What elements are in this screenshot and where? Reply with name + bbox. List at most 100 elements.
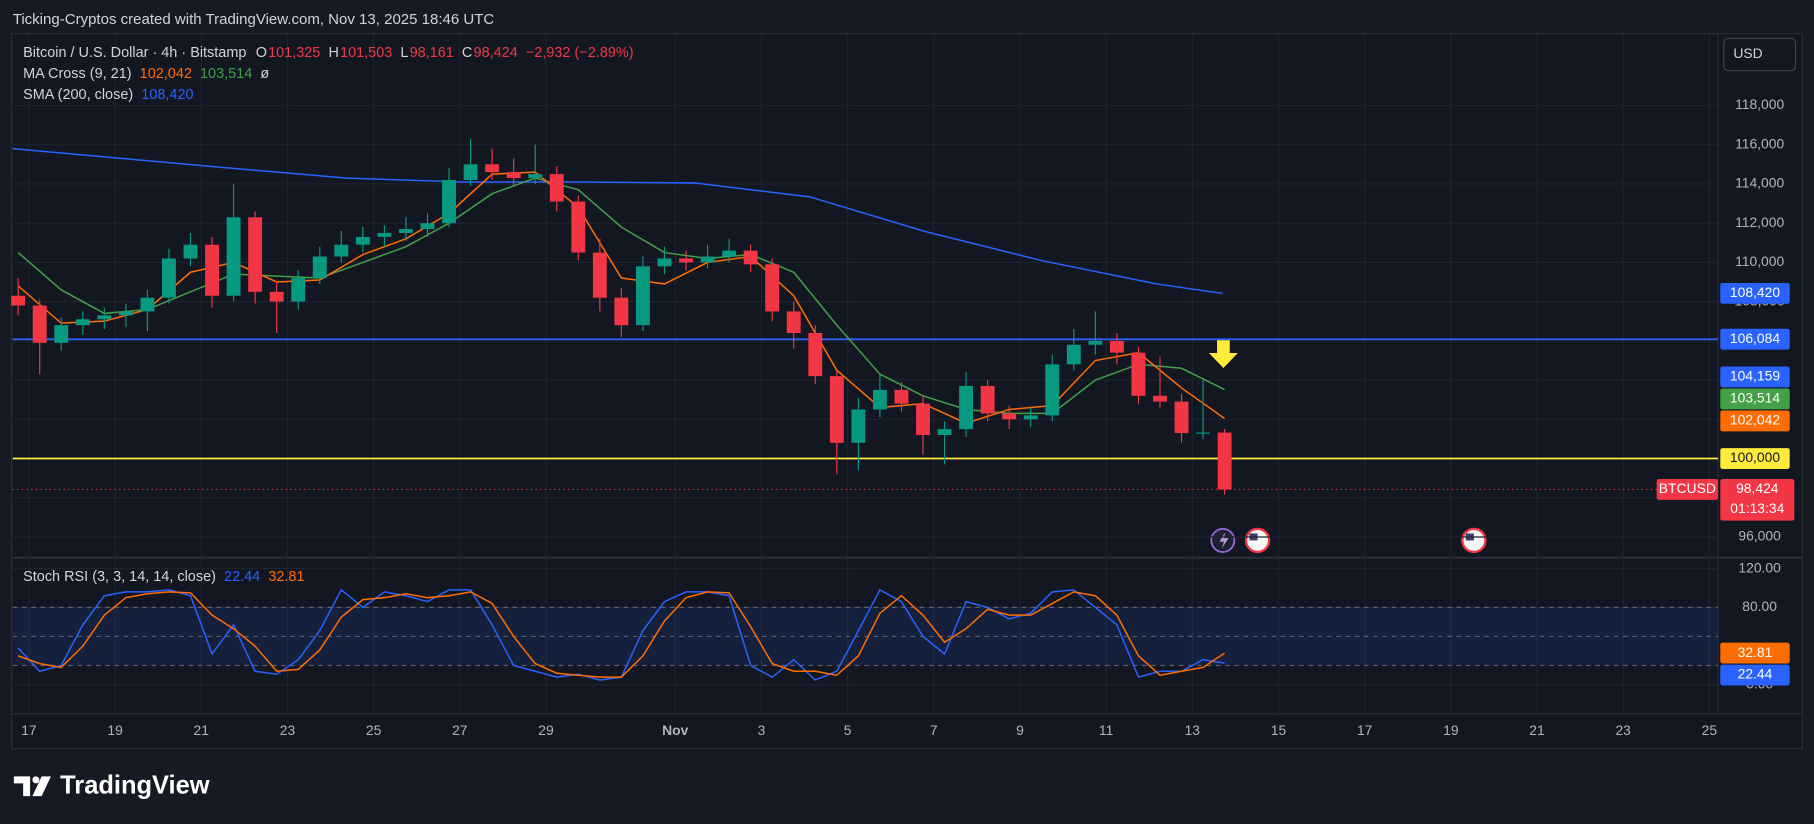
price-label: 106,084 — [1730, 330, 1780, 346]
price-label-box — [1720, 328, 1790, 350]
candle-body — [765, 264, 780, 312]
price-label-box — [1720, 448, 1790, 469]
price-label: 100,000 — [1730, 449, 1780, 465]
indicator-line — [12, 147, 1223, 295]
annotation-arrow — [1208, 340, 1238, 369]
y-tick-label: 120.00 — [1738, 559, 1781, 575]
candle-body — [872, 389, 887, 410]
currency-button-box[interactable] — [1723, 37, 1797, 72]
x-tick-label: 17 — [21, 722, 37, 738]
legend-ohlc-key: C — [462, 45, 472, 61]
stoch-value-box — [1720, 664, 1790, 686]
price-label: 102,042 — [1730, 412, 1780, 428]
candle-body — [916, 403, 930, 435]
x-tick-label: 9 — [1016, 722, 1024, 738]
candle-body — [1217, 432, 1232, 490]
events — [1210, 527, 1487, 554]
candle-body — [851, 409, 866, 443]
x-tick-label: 15 — [1271, 722, 1287, 738]
candle-body — [506, 172, 521, 179]
price-label-box — [1720, 366, 1790, 388]
price-label: 104,159 — [1730, 368, 1780, 384]
indicator-name: MA Cross (9, 21) — [23, 66, 131, 82]
candle-body — [312, 256, 327, 279]
currency-button-label[interactable]: USD — [1733, 45, 1762, 61]
indicator-value: 103,514 — [200, 66, 252, 82]
stoch-legend-value: 22.44 — [224, 569, 260, 585]
candle-body — [1088, 340, 1103, 345]
x-tick-label: Nov — [662, 722, 688, 738]
candle-body — [1045, 364, 1060, 416]
candle-body — [75, 319, 90, 326]
candle-body — [571, 201, 586, 253]
candle-body — [808, 333, 823, 377]
candle-body — [355, 236, 370, 245]
currency-button[interactable]: USD — [1723, 37, 1797, 72]
y-tick-label: 110,000 — [1735, 253, 1784, 269]
y-tick-label: 112,000 — [1735, 214, 1784, 230]
candle-body — [226, 217, 241, 296]
candle-body — [1174, 401, 1189, 434]
candle-body — [894, 389, 909, 404]
legend-ohlc-value: 98,424 — [474, 45, 518, 61]
x-tick-label: 3 — [758, 722, 766, 738]
stoch-line — [17, 591, 1225, 678]
y-tick-label: 114,000 — [1735, 175, 1784, 191]
legend-ohlc-value: 98,161 — [410, 45, 454, 61]
candle-body — [485, 164, 500, 173]
candle-body — [829, 376, 844, 443]
indicator-value: 102,042 — [140, 66, 192, 82]
candle-body — [269, 291, 284, 302]
candle-body — [614, 297, 629, 326]
x-tick-label: 25 — [1702, 722, 1718, 738]
candle-body — [786, 311, 801, 334]
x-tick-label: 29 — [538, 722, 554, 738]
indicator-suffix: ø — [260, 66, 269, 82]
candle-body — [1131, 352, 1146, 396]
candle-body — [959, 385, 974, 430]
legend-ohlc-value: 101,325 — [268, 45, 320, 61]
x-tick-label: 17 — [1357, 722, 1373, 738]
candle-body — [183, 244, 198, 259]
y-tick-label: 118,000 — [1735, 96, 1784, 112]
price-label: 108,420 — [1730, 284, 1780, 300]
candle-body — [334, 244, 349, 257]
logo-mark — [32, 776, 51, 797]
legend-change: −2,932 (−2.89%) — [526, 45, 634, 61]
plot-layer: 96,00098,000100,000102,000104,000106,000… — [11, 34, 1795, 738]
candle-body — [463, 164, 478, 181]
price-label-box — [1720, 388, 1790, 410]
candle-body — [743, 250, 758, 265]
candle-body — [679, 258, 693, 263]
candle-body — [657, 258, 672, 267]
indicator-name: SMA (200, close) — [23, 87, 133, 103]
candle-body — [140, 297, 155, 312]
x-tick-label: 19 — [107, 722, 123, 738]
logo-mark — [13, 776, 31, 797]
logo-text: TradingView — [60, 772, 210, 800]
price-label-box — [1720, 282, 1790, 304]
indicator-line — [17, 171, 1226, 425]
candle-body — [549, 174, 564, 202]
candle-body — [937, 429, 952, 435]
candle-body — [700, 256, 715, 263]
candle-body — [1109, 340, 1124, 353]
candle-body — [528, 174, 543, 179]
candle-body — [980, 385, 995, 414]
candle-body — [377, 232, 392, 237]
candle-body — [635, 266, 650, 326]
candle-body — [162, 258, 176, 298]
y-tick-label: 96,000 — [1738, 528, 1781, 544]
stoch-value-label: 32.81 — [1738, 644, 1773, 660]
stoch-value-label: 22.44 — [1738, 666, 1773, 682]
candle-body — [1153, 395, 1167, 402]
candle-body — [97, 315, 112, 320]
last-price-label: 98,424 — [1736, 480, 1779, 496]
x-tick-label: 23 — [280, 722, 296, 738]
x-tick-label: 21 — [1529, 722, 1545, 738]
header: Ticking-Cryptos created with TradingView… — [13, 11, 495, 28]
x-tick-label: 25 — [366, 722, 382, 738]
x-tick-label: 11 — [1099, 722, 1114, 738]
